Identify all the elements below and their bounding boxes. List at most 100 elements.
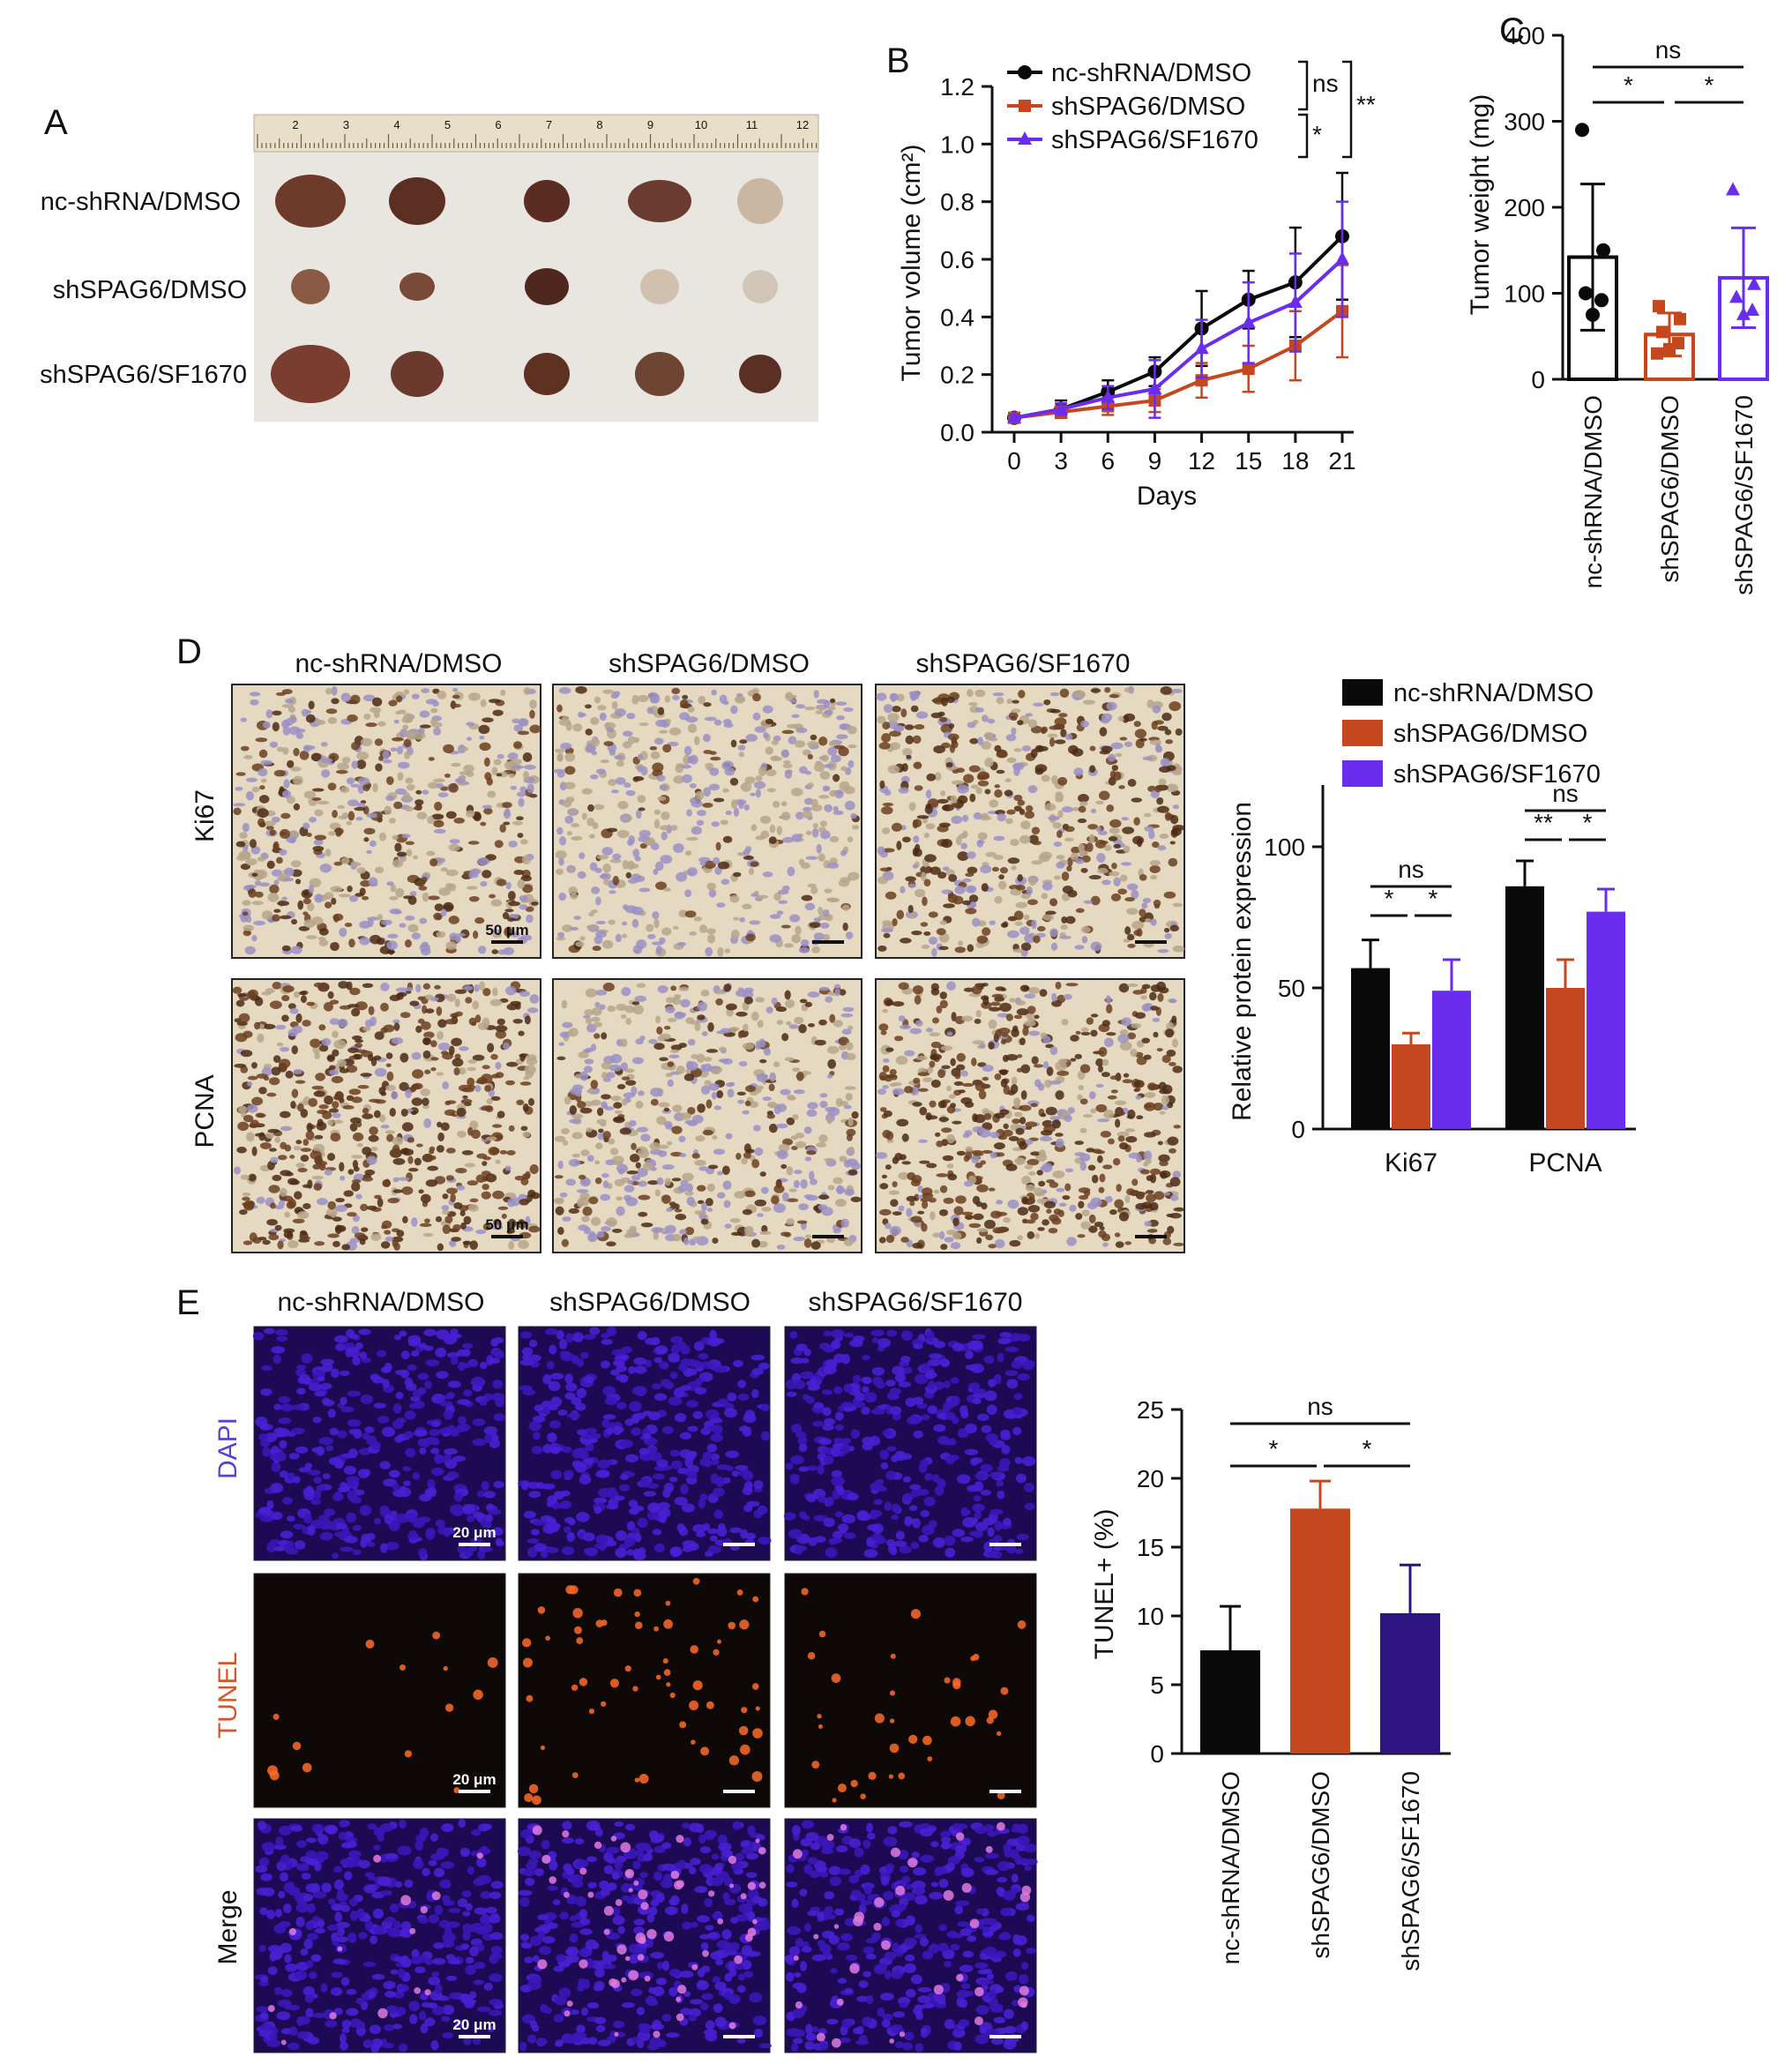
ihc-nucleus (650, 1088, 662, 1097)
ihc-nucleus (997, 1135, 1008, 1140)
ihc-nucleus (976, 1184, 989, 1193)
dapi-nucleus (527, 1546, 538, 1558)
ihc-nucleus (745, 1148, 755, 1154)
ihc-nucleus (620, 1013, 627, 1019)
ihc-nucleus (989, 920, 997, 925)
ihc-nucleus (1123, 845, 1131, 854)
ihc-nucleus (911, 1174, 922, 1184)
ihc-nucleus (956, 767, 965, 774)
ihc-nucleus (842, 1006, 855, 1013)
ihc-nucleus (638, 1148, 650, 1158)
ihc-nucleus (882, 1008, 888, 1013)
ihc-nucleus (473, 930, 479, 939)
ihc-nucleus (805, 830, 812, 835)
ihc-nucleus (963, 987, 974, 992)
ihc-nucleus (815, 760, 823, 766)
ihc-nucleus (1169, 1062, 1176, 1066)
ihc-nucleus (311, 796, 322, 802)
ihc-nucleus (1041, 1112, 1047, 1118)
ihc-nucleus (730, 739, 737, 748)
ihc-nucleus (724, 1223, 732, 1229)
dapi-nucleus (443, 1529, 451, 1537)
ihc-nucleus (745, 734, 758, 742)
ihc-nucleus (444, 1109, 457, 1117)
ihc-nucleus (810, 886, 818, 894)
ihc-nucleus (591, 1099, 601, 1106)
ihc-nucleus (826, 1118, 833, 1125)
ihc-nucleus (684, 1226, 695, 1236)
ihc-nucleus (474, 1085, 482, 1093)
ihc-nucleus (1141, 1037, 1150, 1043)
ihc-nucleus (634, 995, 647, 1002)
ihc-nucleus (942, 866, 950, 871)
ihc-nucleus (401, 1148, 414, 1156)
ihc-nucleus (427, 1165, 439, 1171)
ihc-nucleus (698, 695, 706, 705)
dapi-nucleus (405, 1513, 416, 1522)
d-bar (1505, 886, 1544, 1129)
ihc-nucleus (640, 1133, 651, 1142)
ihc-nucleus (807, 782, 814, 788)
ihc-nucleus (795, 1140, 807, 1148)
ihc-nucleus (323, 1002, 333, 1012)
ihc-nucleus (637, 753, 644, 761)
ihc-nucleus (421, 941, 429, 948)
ihc-nucleus (653, 1230, 659, 1240)
ihc-nucleus (827, 1185, 835, 1191)
ihc-nucleus (590, 1043, 597, 1051)
dapi-nucleus (373, 1517, 382, 1525)
ihc-nucleus (362, 1026, 371, 1031)
ihc-nucleus (638, 1194, 651, 1200)
dapi-nucleus (312, 1417, 322, 1424)
ihc-nucleus (700, 1085, 711, 1096)
ihc-nucleus (882, 803, 894, 807)
ihc-nucleus (627, 1179, 634, 1185)
ihc-nucleus (750, 824, 758, 832)
dapi-nucleus (550, 1469, 563, 1480)
ihc-nucleus (1141, 902, 1148, 909)
ihc-nucleus (578, 1051, 589, 1058)
ihc-nucleus (410, 1111, 417, 1115)
ihc-nucleus (676, 871, 687, 882)
ihc-nucleus (399, 1052, 409, 1063)
ihc-nucleus (314, 894, 324, 903)
ihc-nucleus (421, 688, 430, 693)
ihc-nucleus (350, 694, 361, 705)
ihc-nucleus (1018, 690, 1026, 699)
ihc-nucleus (348, 939, 355, 948)
ihc-nucleus (575, 685, 587, 694)
ihc-nucleus (840, 1218, 849, 1229)
ihc-nucleus (1042, 1163, 1053, 1173)
ihc-nucleus (497, 1111, 505, 1118)
ihc-nucleus (505, 1061, 519, 1067)
ihc-nucleus (243, 1114, 254, 1123)
ihc-nucleus (1136, 1040, 1145, 1048)
ihc-nucleus (1103, 844, 1112, 851)
ihc-nucleus (1088, 1090, 1096, 1100)
ihc-nucleus (333, 861, 343, 866)
ihc-nucleus (948, 1094, 956, 1099)
ihc-nucleus (616, 1163, 628, 1173)
ihc-nucleus (249, 839, 257, 849)
ihc-nucleus (370, 840, 377, 848)
ihc-nucleus (493, 1218, 501, 1226)
ihc-nucleus (395, 710, 401, 715)
ihc-nucleus (941, 839, 952, 849)
ihc-nucleus (1146, 1190, 1154, 1194)
ihc-nucleus (392, 1177, 399, 1183)
ihc-nucleus (880, 1030, 887, 1036)
ihc-nucleus (327, 830, 337, 836)
ihc-nucleus (843, 707, 854, 713)
ihc-nucleus (346, 777, 355, 785)
ihc-nucleus (602, 689, 615, 694)
ihc-nucleus (386, 1071, 394, 1081)
ihc-nucleus (607, 1138, 616, 1145)
ihc-nucleus (625, 789, 636, 796)
ihc-nucleus (962, 830, 968, 838)
ihc-nucleus (900, 938, 912, 944)
ihc-nucleus (1153, 1031, 1159, 1038)
tumor-sample (399, 273, 435, 301)
ihc-nucleus (597, 705, 607, 711)
c-significance: ns* * (1593, 36, 1743, 104)
ihc-nucleus (499, 824, 506, 833)
